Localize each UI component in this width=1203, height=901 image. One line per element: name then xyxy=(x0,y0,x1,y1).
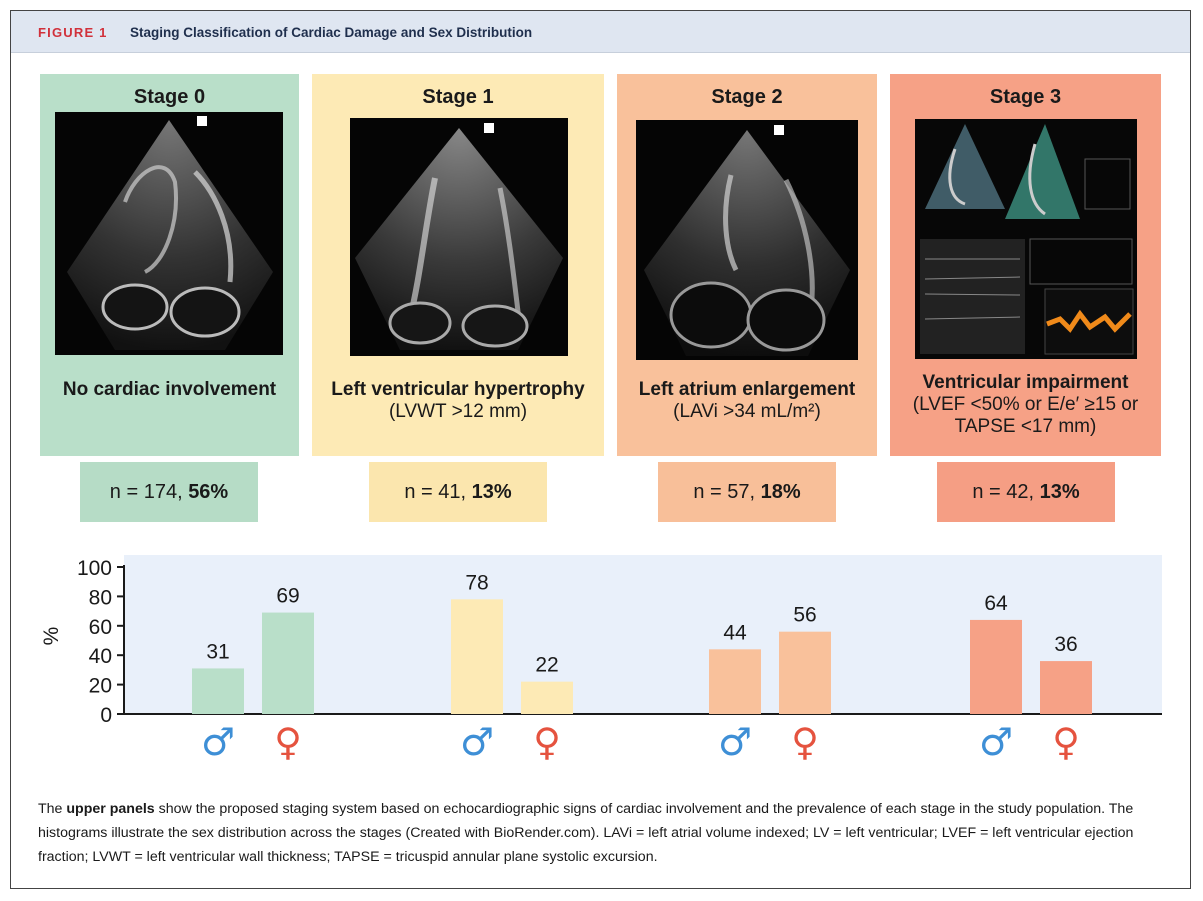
figure-label: FIGURE 1 xyxy=(38,25,108,40)
echo-image xyxy=(915,119,1137,359)
bar-male xyxy=(451,599,503,714)
y-tick-label: 20 xyxy=(89,675,112,698)
echo-image xyxy=(350,118,568,356)
stage-count-2: n = 57, 18% xyxy=(658,462,836,522)
bar-value-label: 44 xyxy=(723,621,747,644)
count-pct: 13% xyxy=(471,481,512,503)
y-tick-label: 60 xyxy=(89,616,112,639)
stage-panel-3: Stage 3 Ventricular impairment (LVEF <50… xyxy=(890,74,1161,456)
female-symbol-icon: ♀ xyxy=(274,720,302,764)
caption-bold: upper panels xyxy=(66,801,155,817)
stage-desc-main: Left atrium enlargement xyxy=(638,379,856,400)
stage-panel-2: Stage 2 Left atrium enlargement (LAVi >3… xyxy=(617,74,877,456)
bar-female xyxy=(521,681,573,714)
bar-value-label: 64 xyxy=(984,592,1008,615)
bar-value-label: 56 xyxy=(793,604,816,627)
bar-female xyxy=(262,612,314,714)
y-tick-label: 80 xyxy=(89,586,112,609)
count-n: n = 174, xyxy=(109,481,189,503)
stage-title: Stage 0 xyxy=(133,86,206,108)
figure-header: FIGURE 1 Staging Classification of Cardi… xyxy=(11,11,1190,53)
bar-value-label: 69 xyxy=(276,585,299,608)
stage-count-1: n = 41, 13% xyxy=(369,462,547,522)
stage-title: Stage 2 xyxy=(711,86,783,108)
y-tick-label: 100 xyxy=(77,557,112,580)
stage-count-3: n = 42, 13% xyxy=(937,462,1115,522)
stage-panel-1: Stage 1 Left ventricular hypertrophy (LV… xyxy=(312,74,604,456)
stage-title: Stage 1 xyxy=(422,86,494,108)
stage-description: Left ventricular hypertrophy (LVWT >12 m… xyxy=(312,379,604,423)
bar-female xyxy=(779,631,831,714)
male-symbol-icon: ♂ xyxy=(460,720,494,764)
bar-value-label: 31 xyxy=(206,640,229,663)
male-symbol-icon: ♂ xyxy=(201,720,235,764)
stage-description: Ventricular impairment (LVEF <50% or E/e… xyxy=(890,372,1161,438)
count-n: n = 57, xyxy=(693,481,761,503)
stage-panel-0: Stage 0 No cardiac involvement xyxy=(40,74,299,456)
count-pct: 18% xyxy=(760,481,801,503)
echo-image xyxy=(55,112,283,355)
bar-value-label: 22 xyxy=(535,654,558,677)
stage-desc-sub: (LVEF <50% or E/e′ ≥15 or TAPSE <17 mm) xyxy=(912,394,1139,437)
male-symbol-icon: ♂ xyxy=(718,720,752,764)
count-pct: 56% xyxy=(188,481,229,503)
stage-count-0: n = 174, 56% xyxy=(80,462,258,522)
bar-male xyxy=(192,668,244,714)
stage-desc-sub: (LVWT >12 mm) xyxy=(388,401,528,422)
count-n: n = 42, xyxy=(972,481,1040,503)
bar-value-label: 36 xyxy=(1054,633,1077,656)
echo-image xyxy=(636,120,858,360)
stage-description: No cardiac involvement xyxy=(40,379,299,401)
y-tick-label: 40 xyxy=(89,645,112,668)
stage-desc-sub: (LAVi >34 mL/m²) xyxy=(673,401,821,422)
female-symbol-icon: ♀ xyxy=(533,720,561,764)
caption-rest: show the proposed staging system based o… xyxy=(38,801,1134,865)
stage-description: Left atrium enlargement (LAVi >34 mL/m²) xyxy=(617,379,877,423)
caption-pre: The xyxy=(38,801,67,817)
bar-male xyxy=(709,649,761,714)
stage-desc-main: Ventricular impairment xyxy=(922,372,1129,393)
figure-title: Staging Classification of Cardiac Damage… xyxy=(130,25,533,40)
count-pct: 13% xyxy=(1039,481,1080,503)
figure-caption: The upper panels show the proposed stagi… xyxy=(38,797,1168,869)
count-n: n = 41, xyxy=(404,481,472,503)
bar-female xyxy=(1040,661,1092,714)
y-axis-label: % xyxy=(40,627,63,646)
female-symbol-icon: ♀ xyxy=(791,720,819,764)
bar-value-label: 78 xyxy=(465,571,488,594)
stage-title: Stage 3 xyxy=(989,86,1062,108)
bar-male xyxy=(970,619,1022,714)
stage-desc-main: Left ventricular hypertrophy xyxy=(331,379,585,400)
female-symbol-icon: ♀ xyxy=(1052,720,1080,764)
figure-frame xyxy=(10,10,1191,889)
y-tick-label: 0 xyxy=(100,704,112,727)
stage-desc-main: No cardiac involvement xyxy=(62,379,277,400)
male-symbol-icon: ♂ xyxy=(979,720,1013,764)
